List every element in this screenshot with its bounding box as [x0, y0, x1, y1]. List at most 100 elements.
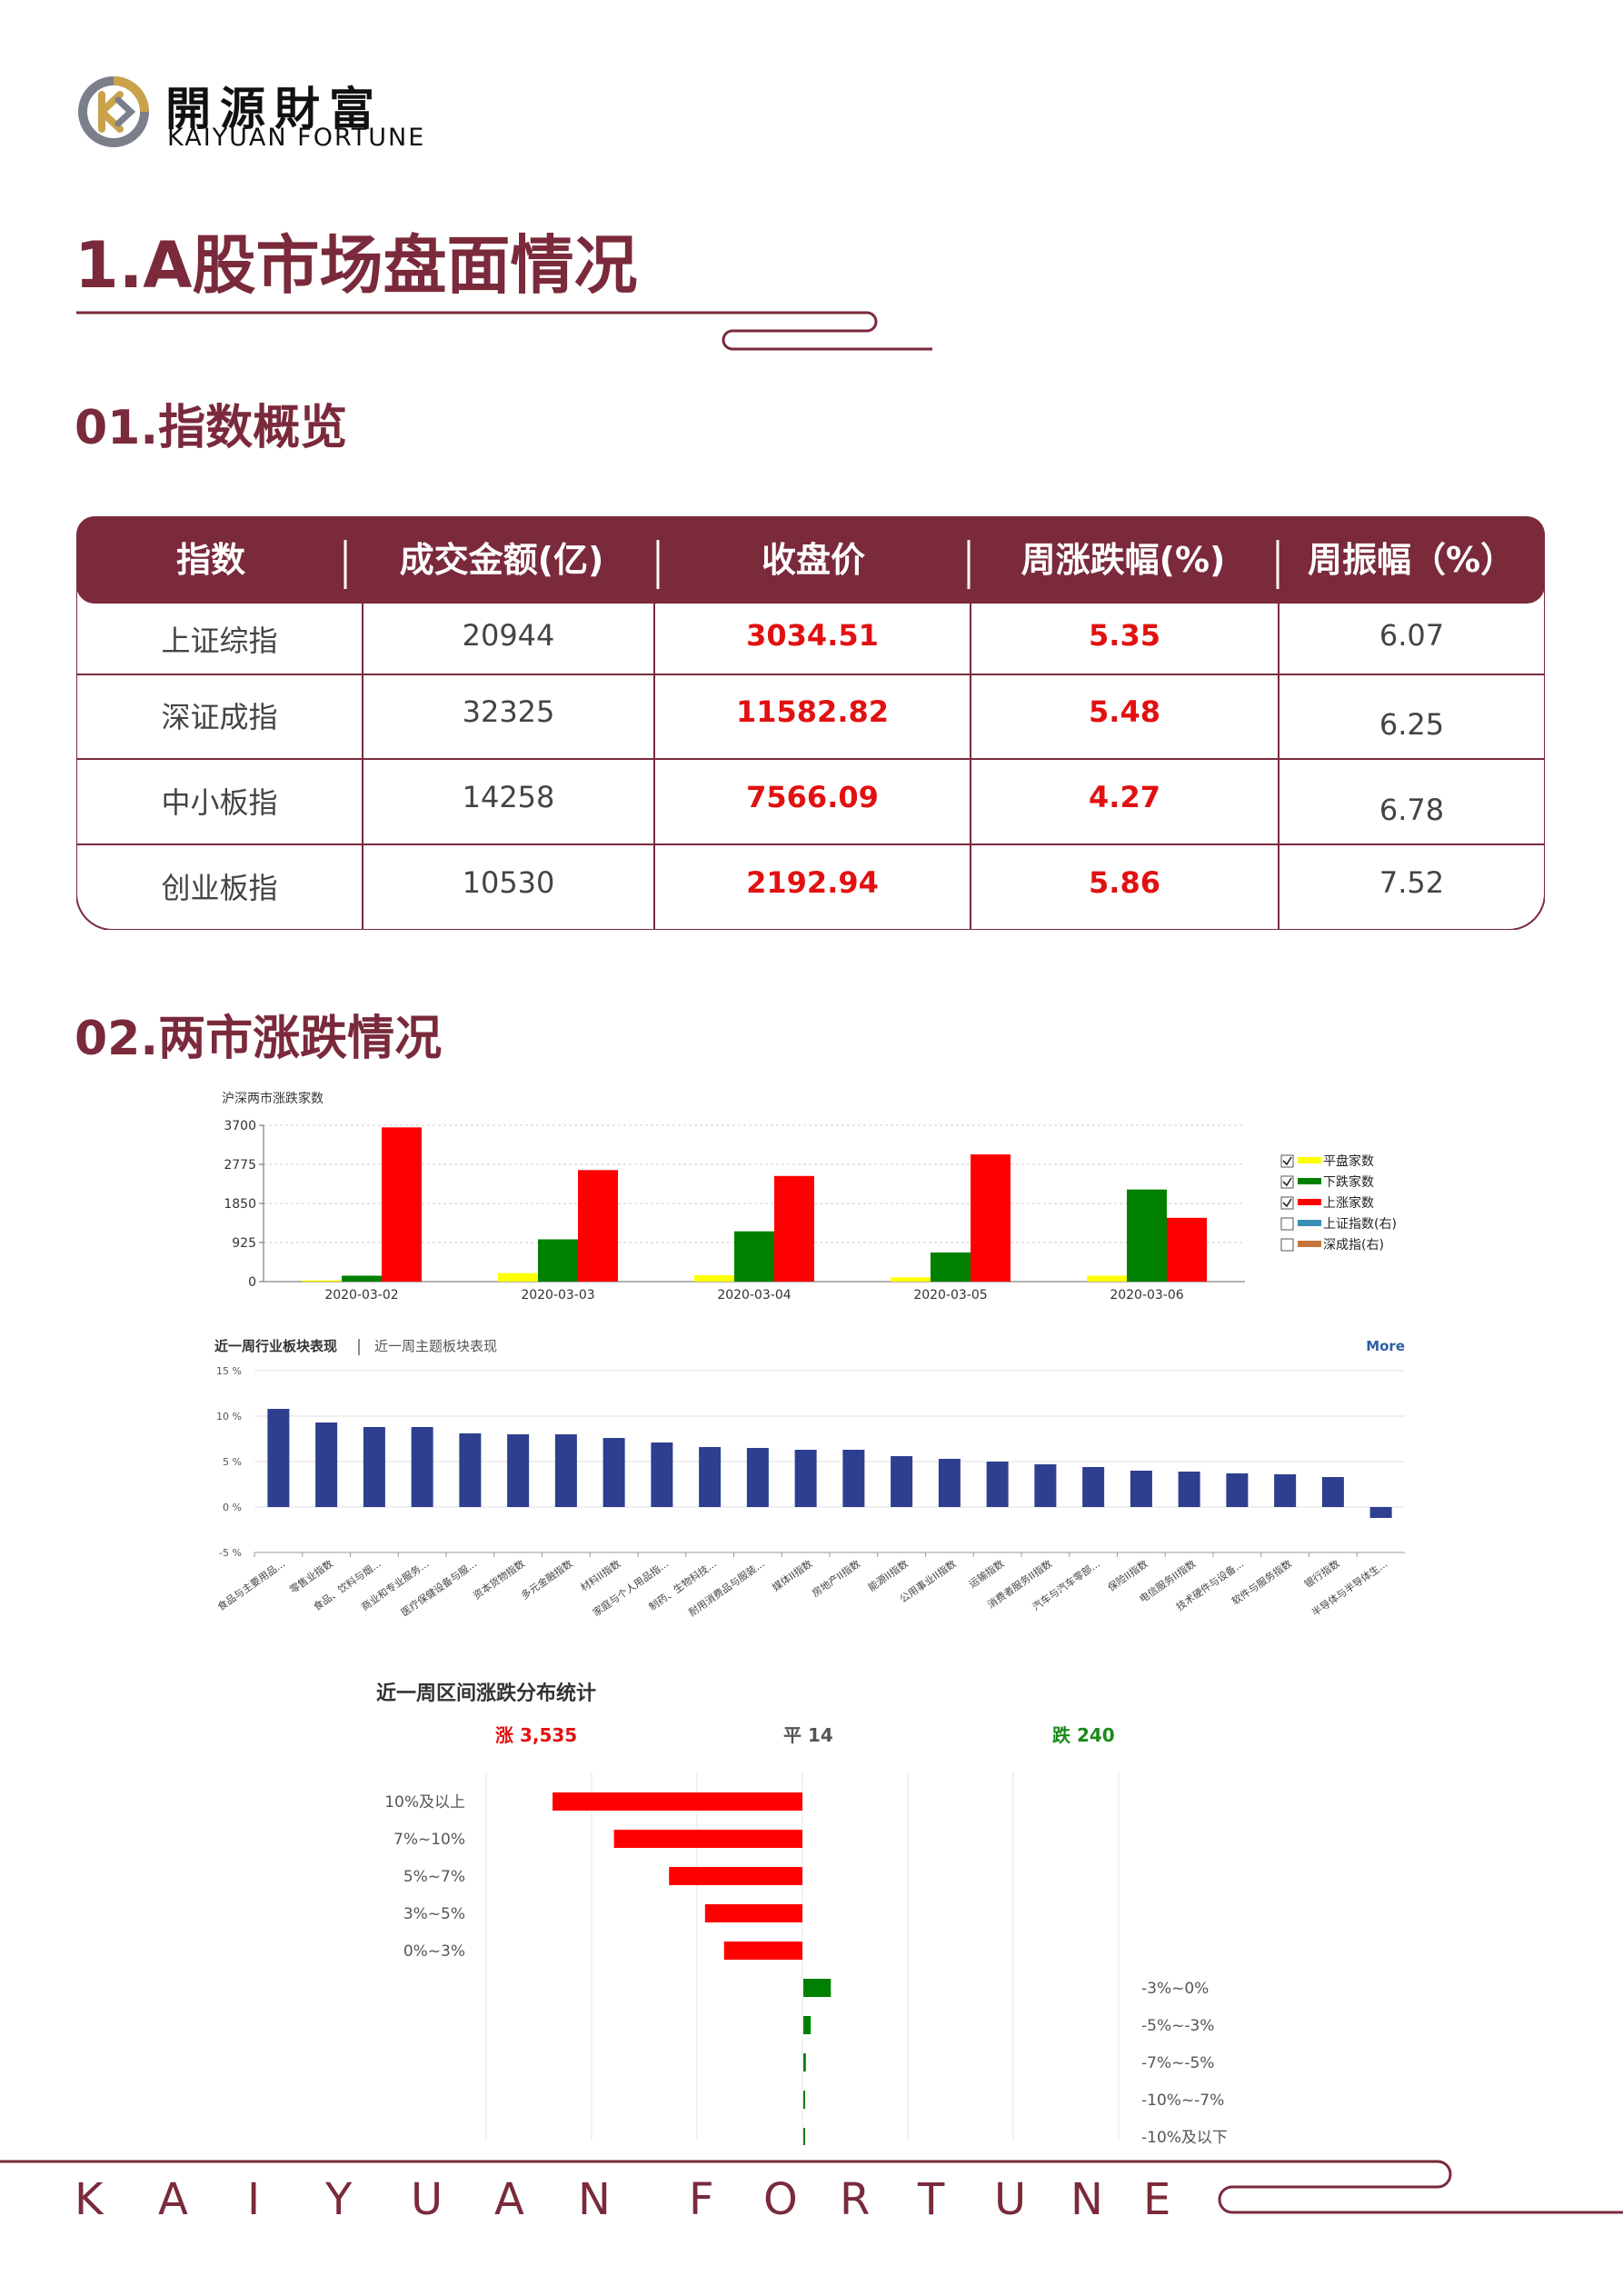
x-tick-label: 多元金融指数: [519, 1557, 575, 1602]
bar: [302, 1280, 342, 1282]
legend-label: 深成指(右): [1323, 1238, 1384, 1253]
cell-amplitude: 6.78: [1379, 793, 1445, 827]
cell-close: 7566.09: [746, 780, 879, 814]
bar: [459, 1433, 482, 1507]
category-label: -7%~-5%: [1141, 2054, 1214, 2072]
legend-swatch: [1298, 1220, 1321, 1226]
cell-amplitude: 6.25: [1379, 707, 1445, 742]
x-tick-label: 家庭与个人用品指...: [590, 1557, 671, 1619]
y-tick-label: 0: [248, 1275, 256, 1290]
x-tick-label: 媒体II指数: [770, 1557, 814, 1593]
footer-decoration: [0, 2160, 1623, 2214]
category-label: 0%~3%: [403, 1942, 465, 1961]
cell-close: 11582.82: [735, 694, 889, 729]
y-tick-label: 15 %: [216, 1365, 242, 1377]
bar: [1130, 1471, 1152, 1507]
legend-checkbox[interactable]: [1280, 1217, 1294, 1231]
y-tick-label: 2775: [224, 1158, 256, 1173]
cell-change: 5.35: [1089, 618, 1160, 653]
up-count-label: 涨 3,535: [495, 1724, 577, 1746]
bar: [734, 1231, 774, 1282]
legend-swatch: [1298, 1157, 1321, 1163]
footer-letter: N: [578, 2174, 611, 2225]
x-tick-label: 2020-03-03: [521, 1288, 594, 1303]
cell-change: 5.48: [1089, 694, 1160, 729]
x-axis-ticks: 食品与主要用品... 零售业指数食品、饮料与烟...商业和专业服务...医疗保健设…: [214, 1552, 1389, 1619]
x-tick-label: 保险II指数: [1105, 1557, 1150, 1593]
bar: [704, 1904, 802, 1922]
x-tick-label: 材料II指数: [578, 1557, 622, 1593]
bar: [602, 1438, 625, 1507]
tab-theme-sectors[interactable]: 近一周主题板块表现: [374, 1338, 497, 1354]
bar: [774, 1175, 814, 1282]
bar: [554, 1434, 577, 1507]
bar: [669, 1867, 802, 1885]
cell-close: 3034.51: [746, 618, 879, 653]
more-link[interactable]: More: [1366, 1338, 1405, 1354]
bar: [694, 1275, 734, 1282]
legend-label: 平盘家数: [1323, 1153, 1374, 1169]
footer-letter: N: [1070, 2174, 1103, 2225]
header-amount: 成交金额(亿): [399, 540, 604, 580]
x-tick-label: 能源II指数: [865, 1557, 910, 1593]
weekly-distribution-chart: 近一周区间涨跌分布统计 涨 3,535 平 14 跌 240 10%及以上 7%~…: [376, 1682, 1228, 2145]
cell-amount: 14258: [462, 780, 555, 814]
cell-index-name: 上证综指: [161, 624, 278, 658]
category-labels: 10%及以上 7%~10% 5%~7% 3%~5% 0%~3% -3%~0% -5%~-3%…: [384, 1793, 1228, 2145]
cell-index-name: 深证成指: [161, 700, 278, 734]
footer-letter: Y: [325, 2174, 353, 2225]
bar: [842, 1450, 865, 1507]
page-title: 1.A股市场盘面情况: [75, 228, 638, 303]
x-tick-label: 银行指数: [1302, 1557, 1342, 1591]
bar: [803, 2128, 805, 2145]
header-weekly-amplitude: 周振幅（%）: [1307, 540, 1516, 580]
bar: [1087, 1275, 1127, 1282]
section-title-market-breadth: 02.两市涨跌情况: [75, 1012, 443, 1066]
bar: [938, 1459, 961, 1507]
category-label: 7%~10%: [393, 1831, 465, 1849]
x-tick-label: 资本货物指数: [471, 1557, 527, 1602]
y-tick-label: 3700: [224, 1119, 256, 1133]
category-label: -5%~-3%: [1141, 2017, 1214, 2035]
cell-amplitude: 6.07: [1379, 618, 1445, 653]
footer-letter: A: [494, 2174, 524, 2225]
bar: [891, 1277, 931, 1282]
bar: [794, 1450, 817, 1507]
category-label: 5%~7%: [403, 1868, 465, 1886]
x-tick-label: 2020-03-05: [913, 1288, 987, 1303]
bar: [1369, 1507, 1392, 1518]
footer-letter: K: [75, 2174, 104, 2225]
y-tick-label: -5 %: [219, 1547, 242, 1559]
bar: [498, 1273, 538, 1282]
footer-letter: U: [994, 2174, 1027, 2225]
cell-amount: 10530: [462, 865, 555, 900]
bar: [1321, 1477, 1344, 1507]
sector-performance-chart: 近一周行业板块表现 近一周主题板块表现 More 15 % 10 % 5 % 0 % -…: [214, 1338, 1405, 1619]
bar: [1082, 1467, 1105, 1507]
bar: [803, 2091, 805, 2109]
chart-gridlines: [263, 1124, 1245, 1283]
x-tick-label: 耐用消费品与服装...: [686, 1557, 767, 1619]
footer-letter: I: [247, 2174, 261, 2225]
tab-industry-sectors[interactable]: 近一周行业板块表现: [214, 1338, 337, 1354]
flat-count-label: 平 14: [783, 1724, 833, 1746]
footer-letter: O: [763, 2174, 798, 2225]
bar: [803, 1979, 831, 1997]
bar: [723, 1942, 802, 1960]
bar: [507, 1434, 530, 1507]
legend-label: 下跌家数: [1323, 1174, 1374, 1190]
cell-amount: 32325: [462, 694, 555, 729]
footer-letter: R: [840, 2174, 871, 2225]
table-frame: [76, 516, 1545, 930]
cell-index-name: 创业板指: [161, 871, 278, 905]
legend-checkbox[interactable]: [1280, 1238, 1294, 1252]
check-icon: [1282, 1156, 1292, 1166]
bar: [578, 1170, 618, 1282]
legend-swatch: [1298, 1241, 1321, 1247]
logo-english-name: KAIYUAN FORTUNE: [167, 124, 426, 152]
cell-close: 2192.94: [746, 865, 879, 900]
check-icon: [1282, 1198, 1292, 1208]
x-tick-label: 房地产II指数: [810, 1557, 862, 1600]
